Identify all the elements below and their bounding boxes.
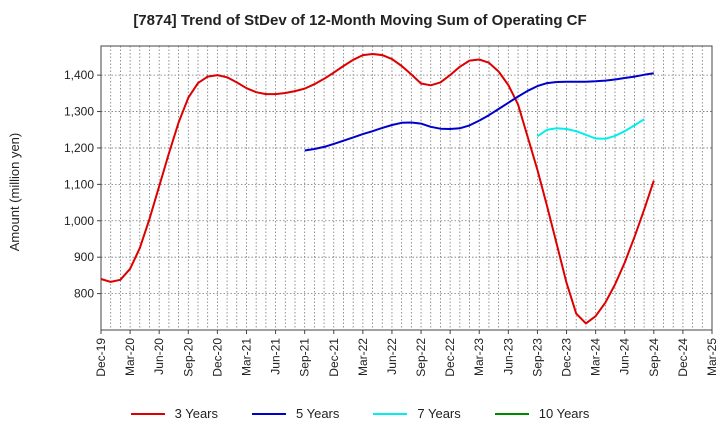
legend-item: 3 Years	[130, 406, 218, 421]
x-tick-label: Dec-24	[676, 338, 690, 377]
x-tick-label: Dec-22	[443, 338, 457, 377]
x-tick-label: Mar-20	[123, 338, 137, 376]
x-tick-label: Sep-21	[298, 338, 312, 377]
legend-label: 5 Years	[296, 406, 340, 421]
legend-swatch	[494, 412, 529, 415]
series-line-5-years	[304, 72, 654, 152]
y-tick-label: 1,300	[64, 105, 94, 119]
x-tick-label: Mar-21	[239, 338, 253, 376]
y-tick-label: 1,000	[64, 214, 94, 228]
x-tick-label: Mar-23	[472, 338, 486, 376]
chart-title: [7874] Trend of StDev of 12-Month Moving…	[133, 12, 587, 29]
x-tick-label: Dec-21	[327, 338, 341, 377]
axes: 800 900 1,000 1,100 1,200 1,300 1,400 Dec-19 Mar…	[64, 45, 719, 377]
x-tick-label: Jun-20	[152, 338, 166, 375]
legend-label: 7 Years	[417, 406, 461, 421]
y-tick-label: 1,400	[64, 68, 94, 82]
y-tick-label: 800	[74, 287, 94, 301]
legend-swatch	[252, 412, 286, 415]
x-tick-label: Sep-23	[530, 338, 544, 377]
legend-label: 3 Years	[174, 406, 218, 421]
x-tick-label: Jun-24	[618, 338, 632, 375]
x-tick-label: Jun-23	[501, 338, 515, 375]
series-lines	[100, 53, 655, 325]
x-tick-label: Sep-24	[647, 338, 661, 377]
plot-frame	[100, 45, 713, 331]
x-tick-label: Jun-22	[385, 338, 399, 375]
y-tick-label: 1,200	[64, 141, 94, 155]
x-tick-label: Mar-22	[356, 338, 370, 376]
x-tick-label: Mar-24	[589, 338, 603, 376]
x-tick-label: Dec-19	[94, 338, 108, 377]
x-tick-label: Dec-23	[560, 338, 574, 377]
legend-item: 7 Years	[373, 406, 461, 421]
legend-swatch	[373, 412, 408, 415]
legend-swatch	[130, 412, 165, 415]
y-tick-label: 900	[74, 250, 94, 264]
x-tick-label: Jun-21	[269, 338, 283, 375]
x-tick-label: Dec-20	[210, 338, 224, 377]
x-tick-label: Mar-25	[705, 338, 719, 376]
legend-item: 5 Years	[252, 406, 339, 421]
series-line-7-years	[536, 118, 645, 140]
legend-item: 10 Years	[494, 406, 590, 421]
legend-label: 10 Years	[538, 406, 590, 421]
grid-lines	[100, 46, 713, 330]
x-tick-label: Sep-22	[414, 338, 428, 377]
y-axis-title: Amount (million yen)	[7, 133, 22, 252]
series-line-3-years	[100, 53, 655, 325]
x-tick-label: Sep-20	[181, 338, 195, 377]
legend: 3 Years 5 Years 7 Years 10 Years	[0, 406, 720, 421]
y-tick-label: 1,100	[64, 177, 94, 191]
